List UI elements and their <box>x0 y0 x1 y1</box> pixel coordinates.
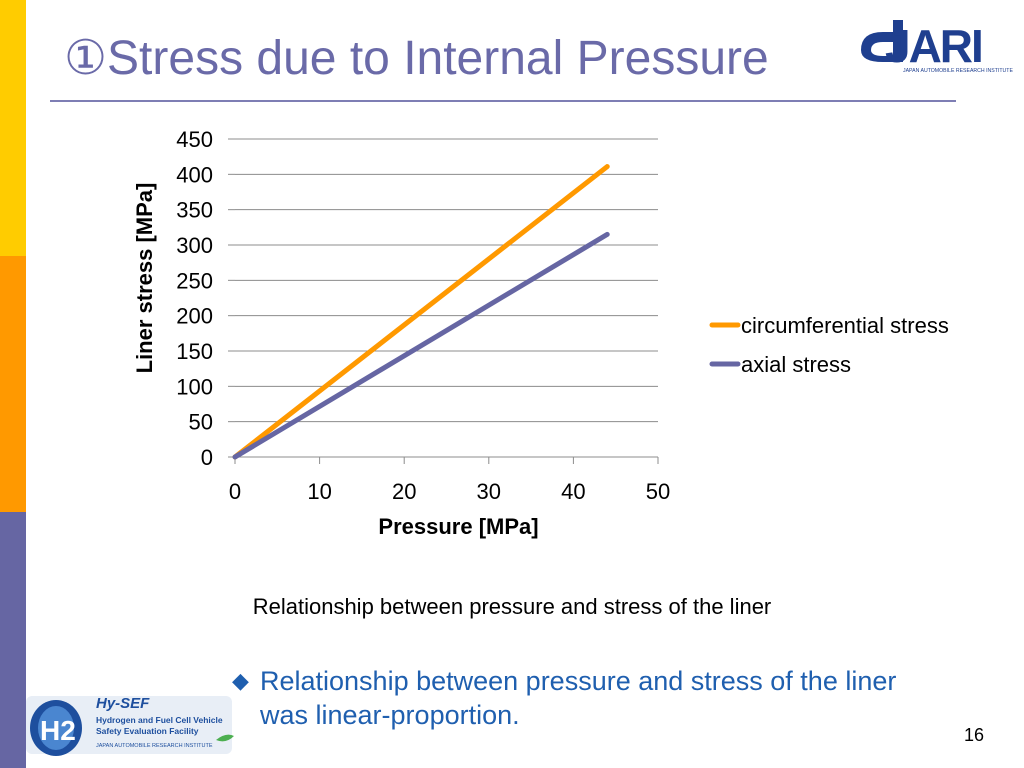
y-tick-label: 250 <box>176 268 213 293</box>
chart-legend: circumferential stress axial stress <box>709 313 949 377</box>
chart-gridlines <box>235 138 658 423</box>
page-number: 16 <box>964 725 985 745</box>
x-tick-label: 10 <box>307 479 331 504</box>
y-tick-label: 150 <box>176 339 213 364</box>
x-tick-label: 20 <box>392 479 416 504</box>
y-tick-label: 300 <box>176 233 213 258</box>
title-divider <box>50 100 956 102</box>
hysef-name: Hy-SEF <box>96 695 150 712</box>
hysef-line1: Hydrogen and Fuel Cell Vehicle <box>96 715 223 725</box>
y-tick-label: 350 <box>176 198 213 223</box>
diamond-bullet-icon: ◆ <box>232 668 249 693</box>
hysef-h2-mark: H2 <box>40 715 76 746</box>
slide-title: ①Stress due to Internal Pressure <box>64 32 769 85</box>
x-tick-label: 40 <box>561 479 585 504</box>
side-bar-purple <box>0 512 26 768</box>
chart-caption: Relationship between pressure and stress… <box>252 594 772 619</box>
hysef-line2: Safety Evaluation Facility <box>96 726 199 736</box>
x-axis-label: Pressure [MPa] <box>378 514 538 539</box>
y-tick-label: 200 <box>176 304 213 329</box>
jari-logo: JARI JAPAN AUTOMOBILE RESEARCH INSTITUTE <box>855 12 1019 76</box>
y-tick-label: 450 <box>176 127 213 152</box>
y-axis-ticks: 0 50 100 150 200 250 300 350 400 450 <box>176 127 235 470</box>
y-tick-label: 400 <box>176 162 213 187</box>
jari-logo-text: JARI <box>885 20 982 72</box>
hysef-logo: H2 Hy-SEF Hydrogen and Fuel Cell Vehicle… <box>26 695 234 756</box>
side-bar-yellow <box>0 0 26 256</box>
x-tick-label: 30 <box>477 479 501 504</box>
x-tick-label: 50 <box>646 479 670 504</box>
y-tick-label: 50 <box>189 410 213 435</box>
x-tick-label: 0 <box>229 479 241 504</box>
chart-series <box>232 164 610 460</box>
series-line-axial <box>232 231 610 460</box>
jari-logo-subtitle: JAPAN AUTOMOBILE RESEARCH INSTITUTE <box>903 68 1013 74</box>
legend-label: circumferential stress <box>741 313 949 338</box>
y-axis-label: Liner stress [MPa] <box>132 183 157 374</box>
hysef-line3: JAPAN AUTOMOBILE RESEARCH INSTITUTE <box>96 743 213 749</box>
series-line-circumferential <box>232 164 610 460</box>
x-axis-ticks: 0 10 20 30 40 50 <box>229 457 670 504</box>
bullet-text: Relationship between pressure and stress… <box>260 666 897 730</box>
y-tick-label: 100 <box>176 374 213 399</box>
bullet-point: ◆ Relationship between pressure and stre… <box>232 664 950 732</box>
side-bar-orange <box>0 256 26 512</box>
y-tick-label: 0 <box>201 445 213 470</box>
legend-label: axial stress <box>741 352 851 377</box>
